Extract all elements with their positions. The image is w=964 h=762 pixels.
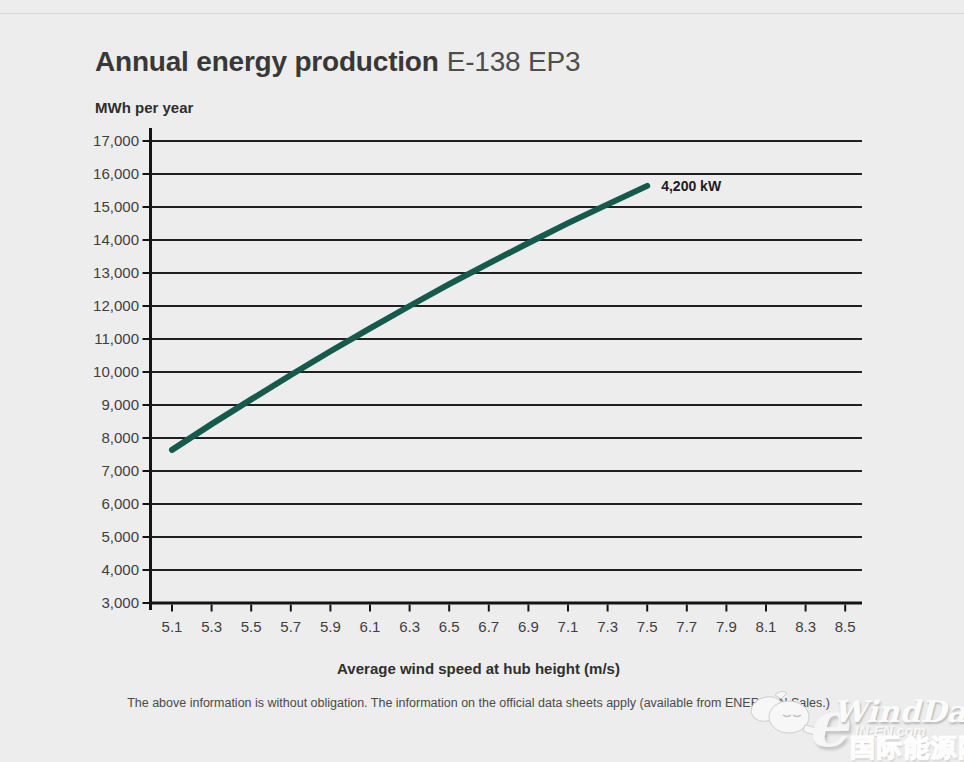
x-tick-label: 6.3 bbox=[399, 618, 420, 635]
watermark-site-url: IN-EN.com bbox=[855, 723, 926, 739]
energy-production-page: Annual energy production E-138 EP3 MWh pe… bbox=[0, 0, 964, 762]
y-tick-label: 4,000 bbox=[101, 561, 139, 578]
page-title: Annual energy production E-138 EP3 bbox=[95, 46, 580, 78]
page-title-model: E-138 EP3 bbox=[447, 46, 581, 77]
annual-energy-production-chart: 3,000 4,000 5,000 6,000 7,000 8,000 9,000 10,00… bbox=[0, 118, 964, 663]
x-tick-label: 5.3 bbox=[201, 618, 222, 635]
x-tick-label: 6.9 bbox=[518, 618, 539, 635]
y-axis-unit-label: MWh per year bbox=[95, 99, 193, 116]
y-tick-label: 13,000 bbox=[93, 264, 139, 281]
disclaimer-text: The above information is without obligat… bbox=[95, 696, 862, 710]
x-tick-label: 6.5 bbox=[439, 618, 460, 635]
x-axis-title: Average wind speed at hub height (m/s) bbox=[95, 660, 862, 677]
y-tick-label: 5,000 bbox=[101, 528, 139, 545]
x-tick-label: 5.9 bbox=[320, 618, 341, 635]
x-tick-label: 6.7 bbox=[478, 618, 499, 635]
x-tick-label: 8.5 bbox=[835, 618, 856, 635]
y-tick-label: 12,000 bbox=[93, 297, 139, 314]
y-tick-label: 14,000 bbox=[93, 231, 139, 248]
x-tick-label: 5.5 bbox=[241, 618, 262, 635]
x-tick-label: 8.3 bbox=[795, 618, 816, 635]
x-tick-label: 8.1 bbox=[756, 618, 777, 635]
y-tick-label: 3,000 bbox=[101, 594, 139, 611]
x-tick-label: 5.1 bbox=[162, 618, 183, 635]
y-tick-label: 6,000 bbox=[101, 495, 139, 512]
power-curve-line bbox=[172, 186, 647, 450]
y-tick-label: 10,000 bbox=[93, 363, 139, 380]
y-tick-label: 17,000 bbox=[93, 132, 139, 149]
y-tick-label: 15,000 bbox=[93, 198, 139, 215]
y-tick-label: 8,000 bbox=[101, 429, 139, 446]
series-annotation: 4,200 kW bbox=[661, 178, 722, 194]
y-tick-label: 16,000 bbox=[93, 165, 139, 182]
x-tick-label: 7.1 bbox=[558, 618, 579, 635]
x-tick-label: 7.7 bbox=[676, 618, 697, 635]
y-tick-label: 11,000 bbox=[94, 330, 139, 347]
watermark-chinese-name: 国际能源网 bbox=[850, 731, 964, 762]
x-tick-label: 7.3 bbox=[597, 618, 618, 635]
x-tick-label: 7.9 bbox=[716, 618, 737, 635]
x-tick-label: 5.7 bbox=[280, 618, 301, 635]
x-tick-label: 6.1 bbox=[360, 618, 381, 635]
y-tick-label: 9,000 bbox=[101, 396, 139, 413]
top-divider bbox=[0, 13, 964, 14]
x-tick-label: 7.5 bbox=[637, 618, 658, 635]
page-title-main: Annual energy production bbox=[95, 46, 439, 77]
y-tick-label: 7,000 bbox=[101, 462, 139, 479]
